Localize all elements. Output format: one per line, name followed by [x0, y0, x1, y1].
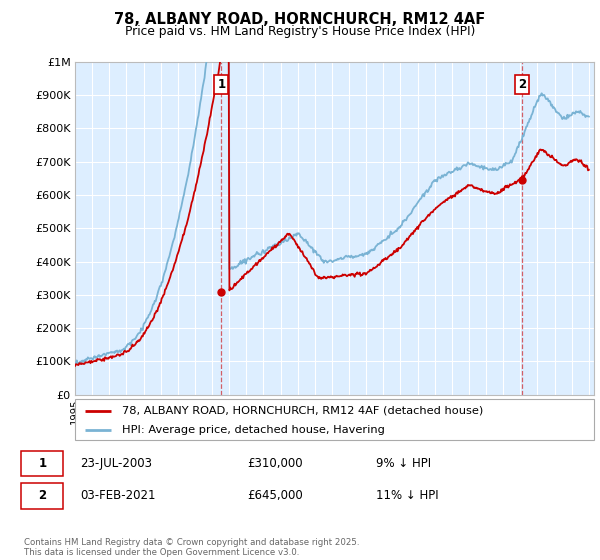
FancyBboxPatch shape [21, 483, 63, 508]
Text: 2: 2 [38, 489, 46, 502]
Text: 2: 2 [518, 78, 526, 91]
Text: £645,000: £645,000 [247, 489, 303, 502]
Text: 78, ALBANY ROAD, HORNCHURCH, RM12 4AF: 78, ALBANY ROAD, HORNCHURCH, RM12 4AF [115, 12, 485, 27]
Text: 1: 1 [38, 457, 46, 470]
Text: £310,000: £310,000 [247, 457, 303, 470]
Text: Price paid vs. HM Land Registry's House Price Index (HPI): Price paid vs. HM Land Registry's House … [125, 25, 475, 38]
Text: Contains HM Land Registry data © Crown copyright and database right 2025.
This d: Contains HM Land Registry data © Crown c… [24, 538, 359, 557]
Text: 1: 1 [217, 78, 226, 91]
FancyBboxPatch shape [21, 451, 63, 477]
Text: 78, ALBANY ROAD, HORNCHURCH, RM12 4AF (detached house): 78, ALBANY ROAD, HORNCHURCH, RM12 4AF (d… [122, 405, 483, 416]
Text: 9% ↓ HPI: 9% ↓ HPI [376, 457, 431, 470]
Text: 03-FEB-2021: 03-FEB-2021 [80, 489, 155, 502]
FancyBboxPatch shape [75, 399, 594, 440]
Text: 23-JUL-2003: 23-JUL-2003 [80, 457, 152, 470]
Text: HPI: Average price, detached house, Havering: HPI: Average price, detached house, Have… [122, 424, 385, 435]
Text: 11% ↓ HPI: 11% ↓ HPI [376, 489, 438, 502]
